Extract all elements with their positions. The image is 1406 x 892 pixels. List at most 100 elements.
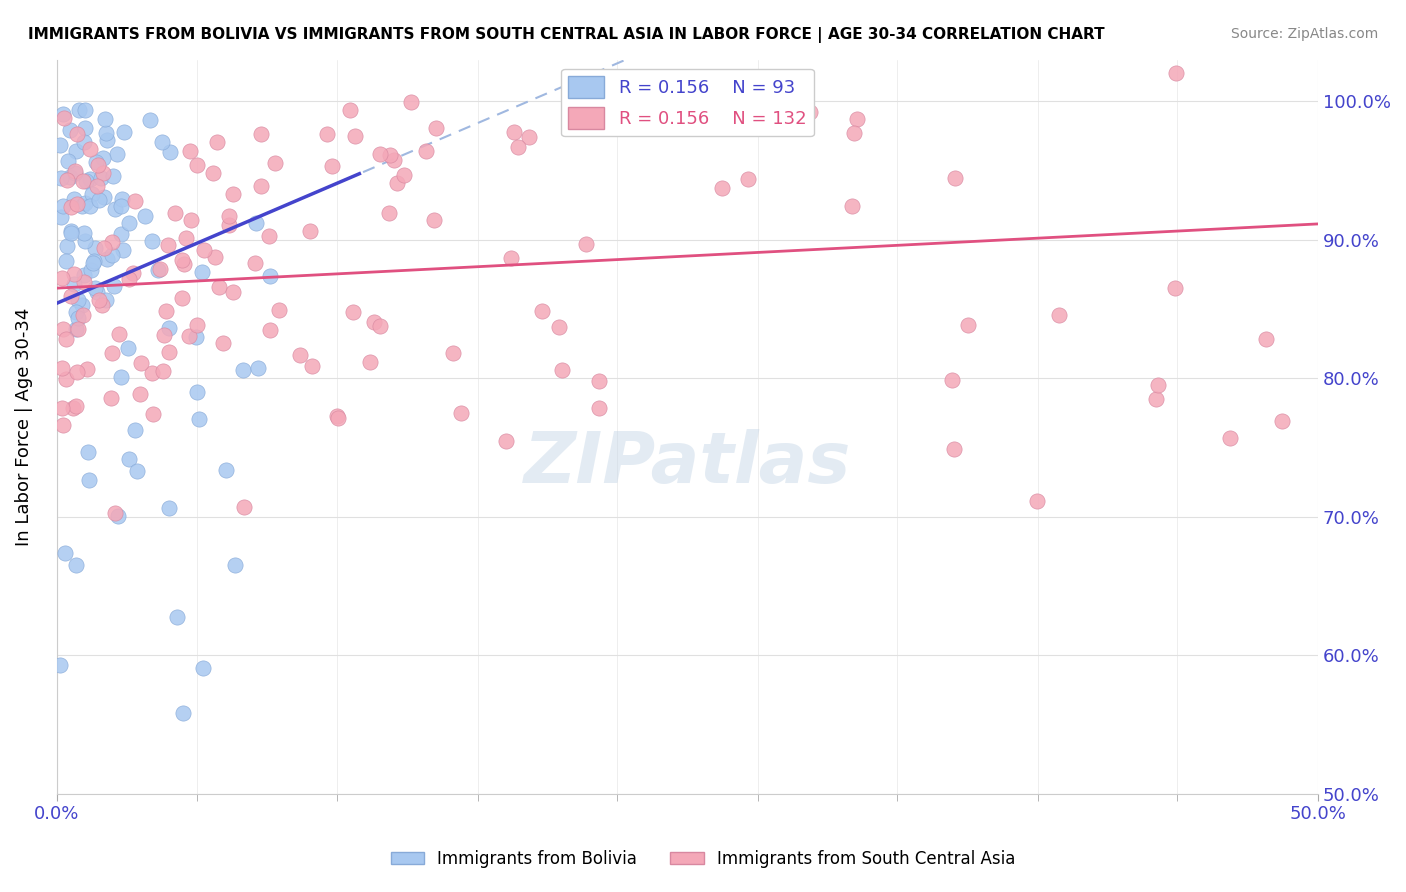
Point (506, 140, 529, 154)
Point (110, 370, 132, 384)
Point (67, 103, 90, 117)
Point (943, 171, 966, 186)
Point (105, 146, 128, 161)
Point (187, 412, 209, 426)
Point (846, 112, 869, 127)
Point (269, 303, 291, 318)
Point (65, 305, 87, 319)
Point (1146, 378, 1168, 392)
Point (87, 158, 110, 172)
Point (942, 442, 965, 457)
Point (56, 154, 79, 169)
Point (70, 199, 93, 213)
Y-axis label: In Labor Force | Age 30-34: In Labor Force | Age 30-34 (15, 308, 32, 546)
Point (326, 411, 349, 425)
Point (86, 285, 108, 300)
Point (110, 199, 132, 213)
Point (55, 254, 77, 268)
Point (125, 465, 148, 479)
Point (124, 423, 146, 437)
Point (76, 361, 98, 376)
Point (55, 546, 77, 560)
Point (191, 265, 214, 279)
Point (75, 121, 97, 136)
Point (841, 199, 863, 213)
Point (84, 281, 107, 295)
Point (58, 170, 80, 185)
Point (93, 112, 115, 127)
Point (363, 315, 385, 329)
Point (91, 298, 114, 312)
Point (63, 277, 86, 291)
Point (588, 375, 610, 389)
Point (49, 657, 72, 672)
Point (1271, 414, 1294, 428)
Point (172, 706, 194, 720)
Point (152, 364, 174, 378)
Point (495, 434, 517, 448)
Point (531, 303, 554, 318)
Point (139, 113, 162, 128)
Point (82, 256, 104, 270)
Point (547, 320, 569, 334)
Point (93, 189, 115, 203)
Point (193, 244, 215, 258)
Point (66, 197, 89, 211)
Point (80, 186, 103, 201)
Point (245, 216, 267, 230)
Point (180, 212, 202, 227)
Point (124, 194, 146, 209)
Point (111, 192, 134, 206)
Point (67, 322, 90, 336)
Point (86, 179, 108, 194)
Point (104, 202, 127, 217)
Point (108, 326, 131, 341)
Point (55, 173, 77, 187)
Point (96, 133, 118, 147)
Point (166, 610, 188, 624)
Point (70, 298, 93, 312)
Point (65, 144, 87, 158)
Point (207, 279, 229, 293)
Point (186, 158, 208, 172)
Point (245, 256, 267, 270)
Point (799, 105, 821, 120)
Point (59, 227, 82, 241)
Point (96, 252, 118, 267)
Point (174, 231, 197, 245)
Point (117, 341, 139, 355)
Point (79, 172, 101, 186)
Point (202, 166, 225, 180)
Point (103, 169, 125, 183)
Point (157, 500, 180, 515)
Point (186, 329, 208, 343)
Point (94, 293, 117, 307)
Point (257, 229, 280, 244)
Point (378, 148, 401, 162)
Point (148, 262, 170, 277)
Point (66, 293, 89, 308)
Point (288, 348, 311, 362)
Point (72, 227, 94, 241)
Point (83, 253, 105, 268)
Point (66, 365, 89, 379)
Point (62, 401, 84, 416)
Point (63, 164, 86, 178)
Point (941, 373, 963, 387)
Point (382, 153, 405, 167)
Point (51, 401, 73, 415)
Point (55, 239, 77, 253)
Point (401, 95, 423, 110)
Point (315, 128, 337, 142)
Point (173, 257, 195, 271)
Point (212, 335, 235, 350)
Point (186, 318, 208, 333)
Point (52, 199, 75, 213)
Point (118, 452, 141, 467)
Point (93, 241, 115, 255)
Point (52, 322, 75, 336)
Point (53, 112, 76, 126)
Point (48, 137, 70, 152)
Point (100, 391, 122, 405)
Point (711, 181, 734, 195)
